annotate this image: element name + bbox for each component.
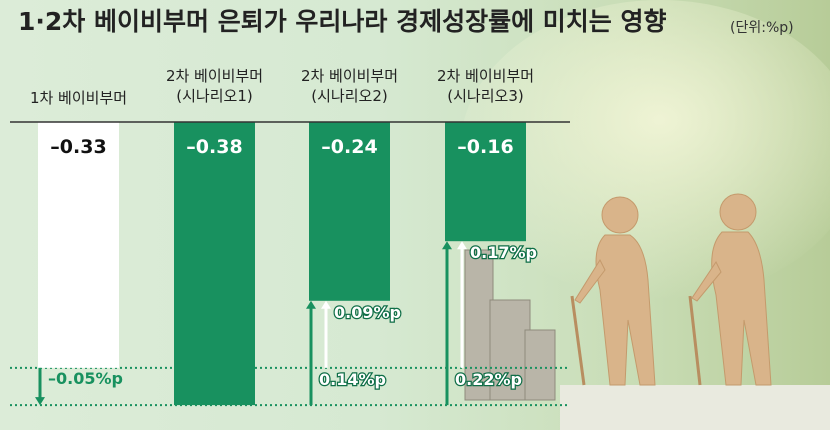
annotation-label: 0.22%p — [455, 370, 522, 389]
annotation-label: 0.14%p — [319, 370, 386, 389]
bar — [174, 122, 255, 406]
arrow-head — [321, 300, 331, 309]
cane — [570, 295, 586, 386]
annotation-label: 0.17%p — [470, 243, 537, 262]
coin-stacks — [464, 249, 556, 401]
chart-title: 1·2차 베이비부머 은퇴가 우리나라 경제성장률에 미치는 영향 — [18, 7, 667, 36]
bar — [445, 122, 526, 242]
value-label: –0.16 — [457, 136, 513, 158]
table-surface — [560, 385, 830, 430]
bar — [38, 122, 119, 368]
annotation-label: 0.09%p — [334, 303, 401, 322]
unit-label: (단위:%p) — [730, 20, 794, 36]
value-label: –0.38 — [186, 136, 242, 158]
category-label: 1차 베이비부머 — [29, 89, 128, 107]
value-label: –0.24 — [321, 136, 377, 158]
category-label: 2차 베이비부머 (시나리오1) — [165, 67, 264, 105]
category-label: 2차 베이비부머 (시나리오3) — [436, 67, 535, 105]
arrow-head — [306, 300, 316, 309]
category-label: 2차 베이비부머 (시나리오2) — [300, 67, 399, 105]
cane — [688, 295, 702, 386]
wooden-figures — [574, 193, 772, 386]
arrow-head — [457, 241, 467, 250]
arrow-head — [35, 397, 45, 406]
annotation-label: –0.05%p — [48, 369, 123, 388]
value-label: –0.33 — [50, 136, 106, 158]
bar — [309, 122, 390, 301]
arrow-head — [442, 241, 452, 250]
